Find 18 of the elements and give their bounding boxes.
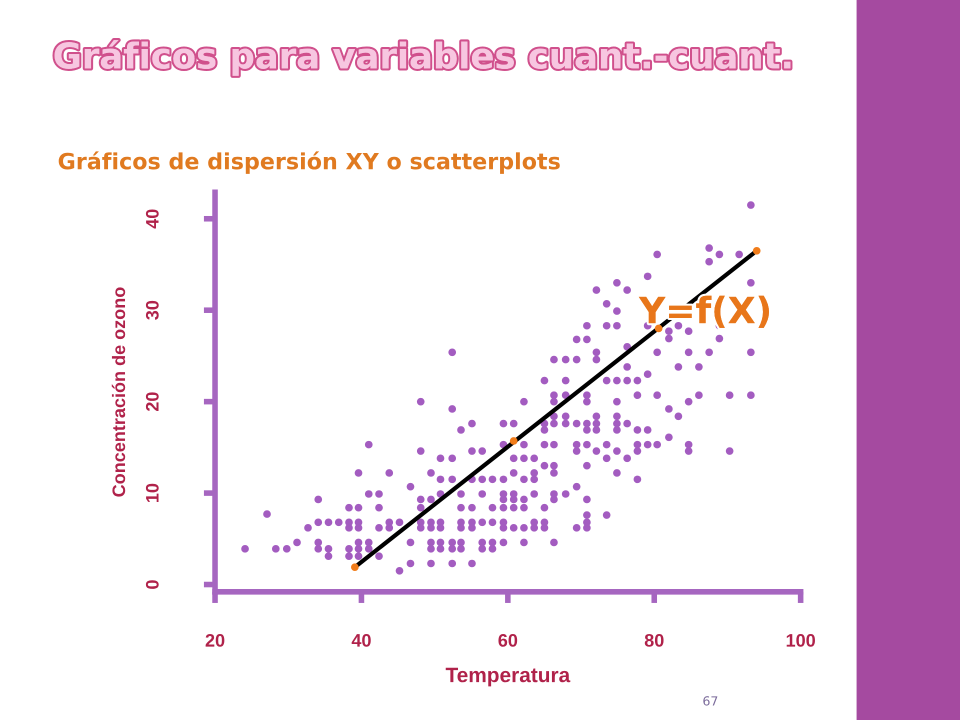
y-tick-label: 0: [146, 580, 159, 589]
y-tick-label: 30: [146, 300, 159, 320]
x-axis-title: Temperatura: [446, 668, 570, 686]
point: [351, 563, 359, 571]
x-tick-label: 100: [786, 634, 815, 647]
x-tick-label: 40: [352, 634, 371, 647]
x-tick-label: 80: [644, 634, 664, 647]
y-axis-title: Concentración de ozono: [112, 287, 126, 497]
y-tick-label: 10: [146, 484, 159, 502]
point: [752, 246, 761, 255]
x-tick-label: 20: [206, 634, 224, 647]
x-tick-label: 60: [498, 634, 518, 647]
text: 67: [703, 696, 718, 706]
y-tick-label: 40: [146, 209, 159, 229]
y-tick-label: 20: [146, 392, 159, 412]
chart-title: Gráficos para variables cuant.-cuant.: [54, 40, 790, 76]
chart-subtitle: Gráficos de dispersión XY o scatterplots: [58, 151, 560, 174]
point: [510, 437, 518, 445]
